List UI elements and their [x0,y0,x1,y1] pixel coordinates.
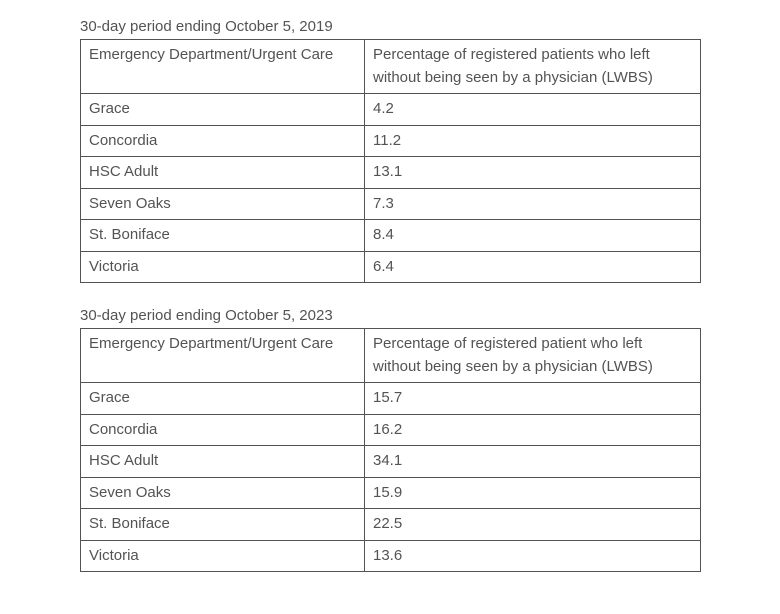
cell-value: 13.1 [365,157,701,189]
cell-value: 11.2 [365,125,701,157]
table-row: St. Boniface 8.4 [81,220,701,252]
table-header-row: Emergency Department/Urgent Care Percent… [81,329,701,383]
cell-facility: Concordia [81,125,365,157]
table-title: 30-day period ending October 5, 2019 [80,18,700,35]
cell-facility: St. Boniface [81,220,365,252]
lwbs-table-2019: Emergency Department/Urgent Care Percent… [80,39,701,283]
table-block-2023: 30-day period ending October 5, 2023 Eme… [80,307,700,572]
table-row: Grace 4.2 [81,94,701,126]
cell-facility: Seven Oaks [81,188,365,220]
document-container: 30-day period ending October 5, 2019 Eme… [0,0,780,614]
cell-facility: Victoria [81,251,365,283]
cell-value: 15.7 [365,383,701,415]
cell-facility: Grace [81,94,365,126]
cell-value: 6.4 [365,251,701,283]
cell-value: 4.2 [365,94,701,126]
cell-value: 15.9 [365,477,701,509]
table-row: HSC Adult 34.1 [81,446,701,478]
cell-value: 22.5 [365,509,701,541]
cell-value: 7.3 [365,188,701,220]
table-row: Concordia 16.2 [81,414,701,446]
table-block-2019: 30-day period ending October 5, 2019 Eme… [80,18,700,283]
table-header-row: Emergency Department/Urgent Care Percent… [81,40,701,94]
table-row: Victoria 13.6 [81,540,701,572]
lwbs-table-2023: Emergency Department/Urgent Care Percent… [80,328,701,572]
cell-facility: Victoria [81,540,365,572]
table-title: 30-day period ending October 5, 2023 [80,307,700,324]
cell-facility: HSC Adult [81,157,365,189]
table-row: Seven Oaks 7.3 [81,188,701,220]
table-row: Grace 15.7 [81,383,701,415]
column-header-facility: Emergency Department/Urgent Care [81,329,365,383]
cell-value: 34.1 [365,446,701,478]
table-row: Seven Oaks 15.9 [81,477,701,509]
column-header-facility: Emergency Department/Urgent Care [81,40,365,94]
table-row: Concordia 11.2 [81,125,701,157]
column-header-lwbs: Percentage of registered patient who lef… [365,329,701,383]
table-row: Victoria 6.4 [81,251,701,283]
cell-facility: Concordia [81,414,365,446]
cell-facility: Seven Oaks [81,477,365,509]
cell-facility: St. Boniface [81,509,365,541]
table-row: St. Boniface 22.5 [81,509,701,541]
cell-value: 8.4 [365,220,701,252]
table-row: HSC Adult 13.1 [81,157,701,189]
column-header-lwbs: Percentage of registered patients who le… [365,40,701,94]
cell-value: 16.2 [365,414,701,446]
cell-value: 13.6 [365,540,701,572]
cell-facility: HSC Adult [81,446,365,478]
cell-facility: Grace [81,383,365,415]
